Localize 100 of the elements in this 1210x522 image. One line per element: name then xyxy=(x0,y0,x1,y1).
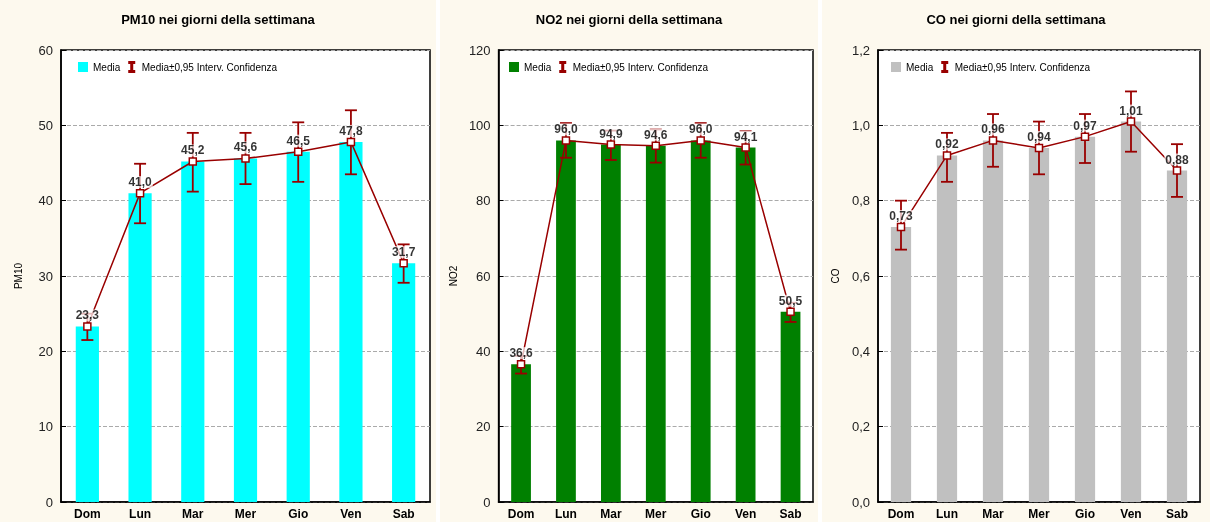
y-tick-label: 0 xyxy=(45,494,53,510)
point xyxy=(188,157,198,166)
data-label: 23,3 xyxy=(75,308,100,323)
y-tick-label: 40 xyxy=(38,193,53,209)
point xyxy=(741,143,750,152)
x-tick-label: Mar xyxy=(600,507,622,521)
y-tick-label: 0,4 xyxy=(851,343,870,359)
y-axis-title: CO xyxy=(829,268,841,284)
bar xyxy=(890,227,912,502)
point xyxy=(1126,117,1136,126)
data-label: 0,94 xyxy=(1027,129,1051,144)
x-tick-label: Ven xyxy=(340,507,362,521)
bar xyxy=(1028,147,1050,502)
x-tick-label: Lun xyxy=(936,507,958,521)
point xyxy=(786,307,795,317)
bar xyxy=(392,263,416,502)
chart-title: NO2 nei giorni della settimana xyxy=(535,12,723,27)
data-label: 0,92 xyxy=(935,137,959,152)
y-axis-title: NO2 xyxy=(447,265,459,287)
y-tick-label: 60 xyxy=(476,268,491,284)
legend-label: Media xyxy=(524,61,552,73)
x-tick-label: Sab xyxy=(779,507,802,521)
y-tick-label: 0,6 xyxy=(851,268,870,284)
legend-label: Media xyxy=(906,61,934,73)
y-tick-label: 0,0 xyxy=(851,494,870,510)
bar xyxy=(690,140,711,502)
point xyxy=(1034,143,1044,153)
y-tick-label: 0 xyxy=(483,494,491,510)
data-label: 46,5 xyxy=(286,133,311,148)
point xyxy=(606,140,616,149)
bar xyxy=(286,151,310,502)
x-tick-label: Dom xyxy=(74,507,101,521)
point xyxy=(83,322,92,331)
chart-title: PM10 nei giorni della settimana xyxy=(121,12,316,27)
x-tick-label: Dom xyxy=(887,507,915,521)
point xyxy=(346,137,356,147)
bar xyxy=(128,193,152,502)
bar xyxy=(601,144,621,502)
x-tick-label: Ven xyxy=(1120,507,1142,521)
y-axis-title: PM10 xyxy=(12,262,24,290)
x-tick-label: Gio xyxy=(1075,507,1095,521)
x-tick-label: Gio xyxy=(288,507,309,521)
data-label: 94,6 xyxy=(644,127,668,142)
bar xyxy=(936,155,958,502)
data-label: 31,7 xyxy=(391,245,416,260)
x-tick-label: Lun xyxy=(129,507,152,521)
bar xyxy=(735,147,756,502)
point xyxy=(942,151,952,160)
bar xyxy=(339,141,363,502)
x-tick-label: Mar xyxy=(982,507,1004,521)
x-tick-label: Mar xyxy=(182,507,204,521)
bar xyxy=(233,158,258,502)
data-label: 0,96 xyxy=(981,122,1005,137)
y-tick-label: 40 xyxy=(476,343,491,359)
point xyxy=(988,136,998,145)
data-label: 45,2 xyxy=(181,143,205,158)
bar xyxy=(556,140,576,502)
x-tick-label: Ven xyxy=(734,507,757,521)
point xyxy=(1080,132,1090,141)
point xyxy=(651,141,661,150)
y-tick-label: 0,8 xyxy=(851,193,870,209)
x-tick-label: Sab xyxy=(1165,507,1189,521)
x-tick-label: Gio xyxy=(690,507,711,521)
bar xyxy=(645,145,666,502)
y-tick-label: 30 xyxy=(38,268,53,284)
y-tick-label: 0,2 xyxy=(851,419,870,435)
point xyxy=(1172,166,1182,175)
bar xyxy=(511,364,531,502)
data-label: 45,6 xyxy=(233,140,258,155)
bar xyxy=(982,140,1004,502)
data-label: 94,9 xyxy=(599,126,623,141)
bar xyxy=(1120,121,1142,502)
x-tick-label: Sab xyxy=(392,507,415,521)
y-tick-label: 1,0 xyxy=(851,117,870,133)
chart-title: CO nei giorni della settimana xyxy=(926,12,1107,27)
legend-label: Media xyxy=(93,61,121,73)
x-tick-label: Dom xyxy=(507,507,535,521)
point xyxy=(896,222,906,232)
data-label: 0,88 xyxy=(1165,152,1189,167)
y-tick-label: 20 xyxy=(38,343,53,359)
legend-label: Media±0,95 Interv. Confidenza xyxy=(141,61,278,73)
legend-label: Media±0,95 Interv. Confidenza xyxy=(954,61,1091,73)
bar xyxy=(181,161,205,502)
x-tick-label: Mer xyxy=(234,507,257,521)
y-tick-label: 80 xyxy=(476,193,491,209)
x-tick-label: Mer xyxy=(1028,507,1050,521)
data-label: 1,01 xyxy=(1119,103,1143,118)
data-label: 41,0 xyxy=(128,175,153,190)
data-label: 0,73 xyxy=(889,209,913,224)
point xyxy=(561,136,571,145)
data-label: 96,0 xyxy=(689,122,713,137)
point xyxy=(241,154,250,163)
y-tick-label: 10 xyxy=(38,419,53,435)
bar xyxy=(1166,170,1188,502)
bar xyxy=(780,311,801,502)
bar xyxy=(75,326,99,502)
point xyxy=(135,188,145,198)
y-tick-label: 1,2 xyxy=(851,42,870,58)
bar xyxy=(1074,136,1096,502)
data-label: 36,6 xyxy=(509,346,534,361)
